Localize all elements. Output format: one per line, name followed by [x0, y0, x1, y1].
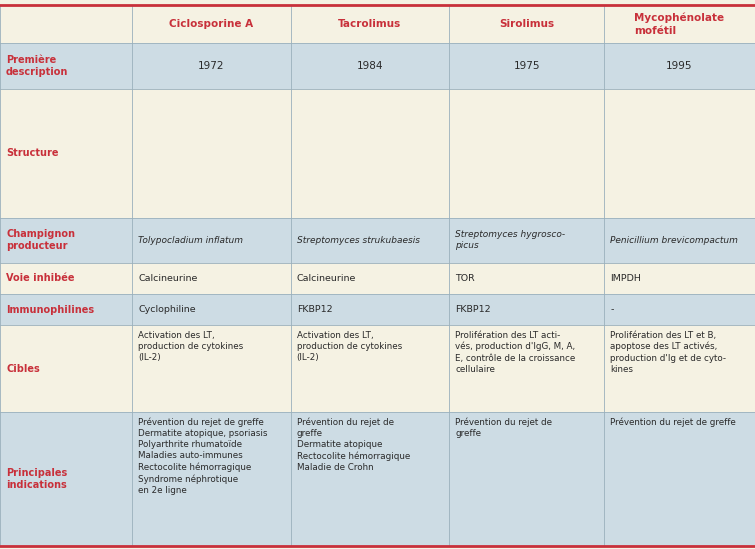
Text: Structure: Structure [6, 148, 59, 158]
Text: Prolifération des LT et B,
apoptose des LT activés,
production d'Ig et de cyto-
: Prolifération des LT et B, apoptose des … [610, 330, 726, 374]
Text: Streptomyces hygrosco-
picus: Streptomyces hygrosco- picus [455, 230, 565, 250]
Bar [0, 5, 755, 43]
Text: Ciclosporine A: Ciclosporine A [169, 19, 254, 29]
Text: Prévention du rejet de
greffe: Prévention du rejet de greffe [455, 417, 552, 438]
Text: Calcineurine: Calcineurine [138, 274, 198, 283]
Text: Penicillium brevicompactum: Penicillium brevicompactum [610, 236, 738, 245]
Text: Prévention du rejet de greffe: Prévention du rejet de greffe [610, 417, 736, 427]
Bar [0, 217, 755, 263]
Text: TOR: TOR [455, 274, 475, 283]
Text: IMPDH: IMPDH [610, 274, 641, 283]
Text: Streptomyces strukubaesis: Streptomyces strukubaesis [297, 236, 420, 245]
Text: -: - [610, 305, 613, 314]
Bar [0, 294, 755, 325]
Bar [0, 325, 755, 412]
Bar [0, 43, 755, 89]
Text: 1984: 1984 [356, 61, 384, 71]
Text: 1972: 1972 [198, 61, 225, 71]
Text: Calcineurine: Calcineurine [297, 274, 356, 283]
Text: 1975: 1975 [513, 61, 540, 71]
Text: Voie inhibée: Voie inhibée [6, 273, 75, 283]
Text: Prévention du rejet de
greffe
Dermatite atopique
Rectocolite hémorragique
Maladi: Prévention du rejet de greffe Dermatite … [297, 417, 410, 472]
Text: Première
description: Première description [6, 55, 69, 77]
Text: Tolypocladium inflatum: Tolypocladium inflatum [138, 236, 243, 245]
Text: Tacrolimus: Tacrolimus [338, 19, 402, 29]
Text: Prolifération des LT acti-
vés, production d'IgG, M, A,
E, contrôle de la croiss: Prolifération des LT acti- vés, producti… [455, 330, 575, 374]
Text: Activation des LT,
production de cytokines
(IL-2): Activation des LT, production de cytokin… [297, 330, 402, 362]
Bar [0, 412, 755, 546]
Bar [0, 89, 755, 217]
Text: Cyclophiline: Cyclophiline [138, 305, 196, 314]
Text: Activation des LT,
production de cytokines
(IL-2): Activation des LT, production de cytokin… [138, 330, 243, 362]
Text: 1995: 1995 [666, 61, 693, 71]
Text: Principales
indications: Principales indications [6, 468, 67, 490]
Text: Champignon
producteur: Champignon producteur [6, 229, 75, 251]
Bar [0, 263, 755, 294]
Text: FKBP12: FKBP12 [455, 305, 491, 314]
Text: FKBP12: FKBP12 [297, 305, 332, 314]
Text: Immunophilines: Immunophilines [6, 305, 94, 315]
Text: Mycophénolate
mofétil: Mycophénolate mofétil [634, 13, 725, 36]
Text: Sirolimus: Sirolimus [499, 19, 554, 29]
Text: Cibles: Cibles [6, 363, 40, 373]
Text: Prévention du rejet de greffe
Dermatite atopique, psoriasis
Polyarthrite rhumato: Prévention du rejet de greffe Dermatite … [138, 417, 268, 495]
